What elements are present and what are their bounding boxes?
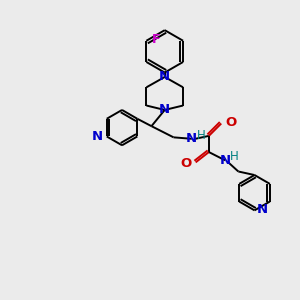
Text: N: N	[92, 130, 103, 143]
Text: F: F	[152, 33, 160, 46]
Text: H: H	[197, 129, 206, 142]
Text: N: N	[159, 103, 170, 116]
Text: N: N	[186, 132, 197, 145]
Text: O: O	[225, 116, 236, 128]
Text: N: N	[257, 203, 269, 216]
Text: H: H	[230, 150, 239, 163]
Text: O: O	[181, 157, 192, 170]
Text: N: N	[220, 154, 231, 167]
Text: N: N	[159, 70, 170, 83]
